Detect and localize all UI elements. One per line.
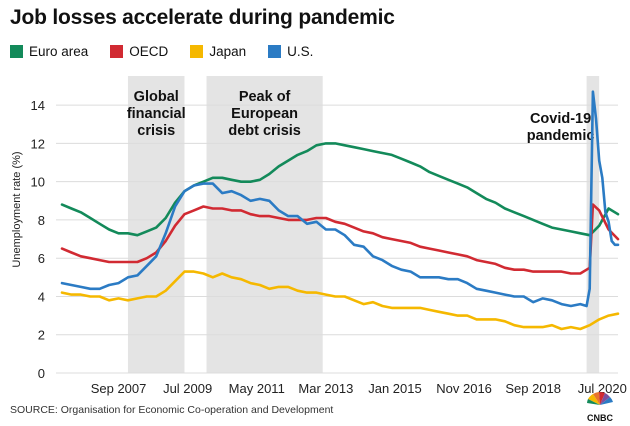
- legend-swatch-euro-area: [10, 45, 23, 58]
- legend-label-euro-area: Euro area: [29, 44, 89, 59]
- legend-item-us: U.S.: [268, 44, 313, 59]
- legend-swatch-us: [268, 45, 282, 58]
- series-line-japan: [60, 270, 620, 331]
- y-axis-label: Unemployment rate (%): [11, 151, 23, 267]
- logo-text: CNBC: [587, 413, 613, 423]
- shaded-label-0-line-1: financial: [127, 106, 186, 122]
- y-tick-label-0: 0: [38, 366, 45, 381]
- legend-item-japan: Japan: [190, 44, 246, 59]
- legend-item-euro-area: Euro area: [10, 44, 88, 59]
- shaded-label-1-line-0: Peak of: [239, 89, 291, 105]
- legend-label-us: U.S.: [287, 44, 314, 59]
- y-tick-label-8: 8: [38, 213, 45, 228]
- y-tick-label-10: 10: [31, 175, 45, 190]
- shaded-label-0-line-0: Global: [134, 89, 179, 105]
- x-tick-label-0: Sep 2007: [91, 381, 147, 396]
- shaded-label-2-line-0: Covid-19: [530, 111, 591, 127]
- x-tick-label-4: Jan 2015: [368, 381, 422, 396]
- y-tick-label-12: 12: [31, 136, 45, 151]
- cnbc-logo-icon: CNBC: [587, 391, 613, 423]
- shaded-period-1: [206, 76, 323, 373]
- x-tick-label-1: Jul 2009: [163, 381, 212, 396]
- x-tick-label-3: Mar 2013: [298, 381, 353, 396]
- y-tick-label-14: 14: [31, 98, 45, 113]
- chart-title: Job losses accelerate during pandemic: [10, 6, 395, 29]
- shaded-label-1-line-1: European: [231, 106, 298, 122]
- x-tick-label-7: Jul 2020: [578, 381, 627, 396]
- legend-swatch-oecd: [110, 45, 124, 58]
- source-note: SOURCE: Organisation for Economic Co-ope…: [10, 404, 334, 416]
- legend-item-oecd: OECD: [110, 44, 168, 59]
- legend-label-japan: Japan: [209, 44, 247, 59]
- shaded-label-0-line-2: crisis: [137, 123, 175, 139]
- series-line-euro-area: [60, 142, 620, 237]
- x-tick-label-6: Sep 2018: [505, 381, 561, 396]
- chart-legend: Euro area OECD Japan U.S.: [10, 44, 335, 59]
- shaded-label-2-line-1: pandemic: [527, 128, 595, 144]
- legend-label-oecd: OECD: [129, 44, 169, 59]
- y-tick-label-2: 2: [38, 328, 45, 343]
- x-tick-label-5: Nov 2016: [436, 381, 492, 396]
- legend-swatch-japan: [190, 45, 204, 58]
- series-line-u-s-: [60, 90, 620, 308]
- series-line-oecd: [60, 203, 620, 275]
- y-tick-label-4: 4: [38, 289, 45, 304]
- x-tick-label-2: May 2011: [229, 381, 285, 396]
- shaded-label-1-line-2: debt crisis: [228, 123, 301, 139]
- y-tick-label-6: 6: [38, 251, 45, 266]
